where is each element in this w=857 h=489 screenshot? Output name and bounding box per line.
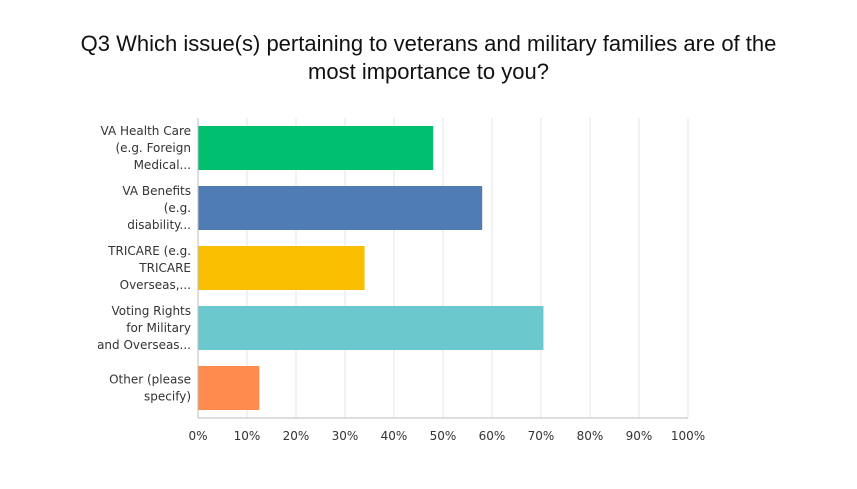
tick-label-4: 40% — [381, 429, 408, 443]
category-label-3-0: Voting Rights — [111, 304, 191, 318]
category-label-3-2: and Overseas... — [97, 338, 191, 352]
chart-title-line-2: most importance to you? — [308, 59, 549, 84]
category-labels: VA Health Care (e.g. Foreign Medical... VA … — [97, 124, 191, 404]
category-label-0-2: Medical... — [134, 158, 191, 172]
category-label-3-1: for Military — [126, 321, 191, 335]
axes — [197, 118, 688, 419]
category-label-1-2: disability... — [127, 218, 191, 232]
chart-title: Q3 Which issue(s) pertaining to veterans… — [0, 30, 857, 86]
tick-label-7: 70% — [528, 429, 555, 443]
bar-3 — [198, 306, 544, 350]
bar-1 — [198, 186, 483, 230]
bars — [198, 126, 544, 410]
category-label-2-1: TRICARE — [138, 261, 191, 275]
category-label-0-0: VA Health Care — [101, 124, 191, 138]
tick-label-1: 10% — [234, 429, 261, 443]
category-label-0-1: (e.g. Foreign — [115, 141, 191, 155]
bar-0 — [198, 126, 434, 170]
tick-label-5: 50% — [430, 429, 457, 443]
tick-label-10: 100% — [671, 429, 705, 443]
category-label-2-2: Overseas,... — [120, 278, 191, 292]
category-label-1-1: (e.g. — [164, 201, 191, 215]
category-label-4-0: Other (please — [109, 373, 191, 387]
tick-label-2: 20% — [283, 429, 310, 443]
tick-label-9: 90% — [626, 429, 653, 443]
tick-label-8: 80% — [577, 429, 604, 443]
category-label-4-1: specify) — [144, 390, 191, 404]
category-label-2-0: TRICARE (e.g. — [107, 244, 191, 258]
tick-label-0: 0% — [188, 429, 207, 443]
category-label-1-0: VA Benefits — [122, 184, 191, 198]
bar-2 — [198, 246, 365, 290]
bar-4 — [198, 366, 260, 410]
tick-label-3: 30% — [332, 429, 359, 443]
chart-title-line-1: Q3 Which issue(s) pertaining to veterans… — [80, 31, 777, 56]
tick-label-6: 60% — [479, 429, 506, 443]
tick-labels: 0% 10% 20% 30% 40% 50% 60% 70% 80% 90% 100% — [188, 429, 705, 443]
